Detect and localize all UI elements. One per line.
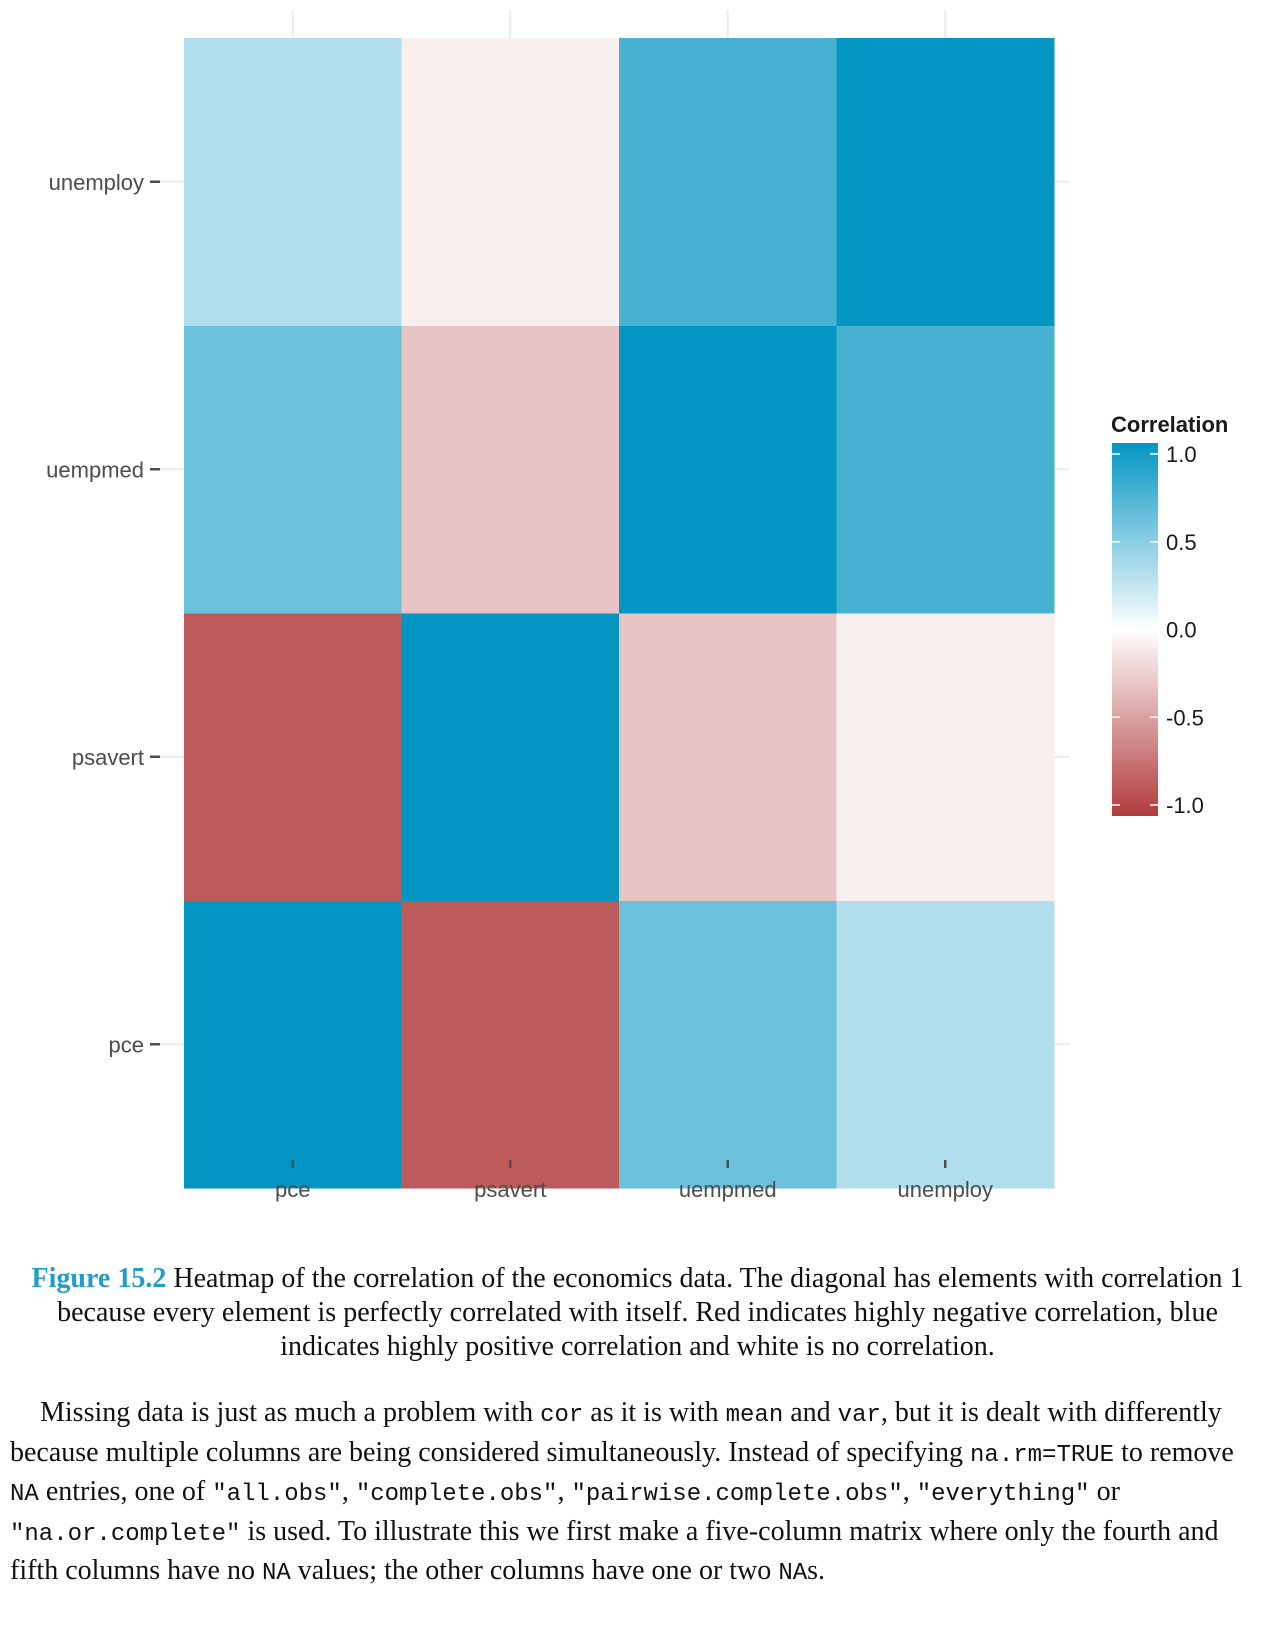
correlation-heatmap: pce psavert uempmed unemploy pce psavert uempm… bbox=[46, 10, 1228, 1202]
heatmap-cell-pce-psavert bbox=[184, 613, 402, 901]
heatmap-cell-pce-uempmed bbox=[184, 325, 402, 614]
y-tick-label-unemploy: unemploy bbox=[49, 170, 144, 195]
code-mean: mean bbox=[725, 1402, 784, 1429]
code-complete-obs: "complete.obs" bbox=[355, 1481, 558, 1508]
text-segment: is used. To illustrate this we first mak… bbox=[10, 1515, 1219, 1587]
code-var: var bbox=[837, 1402, 881, 1429]
heatmap-cell-unemploy-uempmed bbox=[836, 325, 1055, 614]
heatmap-cell-uempmed-unemploy bbox=[619, 38, 837, 326]
text-segment: values; the other columns have one or tw… bbox=[290, 1555, 779, 1586]
code-na: NA bbox=[261, 1560, 291, 1587]
text-segment: s. bbox=[807, 1555, 826, 1586]
figure-label: Figure 15.2 bbox=[31, 1263, 167, 1294]
code-everything: "everything" bbox=[916, 1481, 1090, 1508]
heatmap-cell-psavert-pce bbox=[401, 900, 620, 1189]
heatmap-cell-unemploy-unemploy bbox=[836, 38, 1055, 326]
text-segment: , but it is dealt with differently becau… bbox=[10, 1397, 1222, 1468]
code-na-or-complete: "na.or.complete" bbox=[10, 1520, 241, 1548]
heatmap-cell-psavert-psavert bbox=[401, 613, 620, 901]
heatmap-cell-psavert-unemploy bbox=[401, 38, 620, 326]
text-segment: , bbox=[902, 1476, 917, 1507]
code-na: NA bbox=[10, 1481, 39, 1508]
legend-tick-label: -1.0 bbox=[1166, 793, 1204, 818]
heatmap-cell-uempmed-uempmed bbox=[619, 325, 837, 614]
heatmap-cell-unemploy-psavert bbox=[836, 613, 1055, 901]
legend-tick-label: 1.0 bbox=[1166, 442, 1197, 467]
text-segment: to remove bbox=[1114, 1436, 1234, 1468]
x-tick-label-unemploy: unemploy bbox=[898, 1177, 993, 1202]
code-pairwise-complete-obs: "pairwise.complete.obs" bbox=[571, 1481, 903, 1508]
legend-tick-label: 0.0 bbox=[1166, 618, 1197, 643]
figure-caption-text: Heatmap of the correlation of the econom… bbox=[57, 1263, 1244, 1362]
figure-caption: Figure 15.2 Heatmap of the correlation o… bbox=[30, 1262, 1245, 1364]
code-na-rm: na.rm=TRUE bbox=[970, 1441, 1115, 1469]
body-paragraph: Missing data is just as much a problem w… bbox=[10, 1395, 1265, 1593]
text-segment: entries, one of bbox=[38, 1476, 213, 1507]
text-segment: , bbox=[341, 1476, 356, 1507]
heatmap-cell-psavert-uempmed bbox=[401, 325, 620, 614]
text-segment: or bbox=[1089, 1476, 1120, 1507]
legend-tick-label: 0.5 bbox=[1166, 530, 1197, 555]
x-tick-label-psavert: psavert bbox=[474, 1177, 546, 1202]
code-cor: cor bbox=[540, 1402, 584, 1429]
y-tick-label-pce: pce bbox=[109, 1032, 144, 1057]
y-tick-label-psavert: psavert bbox=[72, 745, 144, 770]
legend-tick-label: -0.5 bbox=[1166, 705, 1204, 730]
y-tick-label-uempmed: uempmed bbox=[46, 457, 144, 482]
text-segment: Missing data is just as much a problem w… bbox=[40, 1397, 541, 1428]
text-segment: , bbox=[557, 1476, 572, 1507]
heatmap-cell-uempmed-psavert bbox=[619, 613, 837, 901]
x-tick-label-uempmed: uempmed bbox=[679, 1177, 777, 1202]
code-all-obs: "all.obs" bbox=[212, 1481, 342, 1508]
text-segment: as it is with bbox=[583, 1397, 726, 1428]
heatmap-cell-unemploy-pce bbox=[836, 900, 1055, 1189]
legend-title: Correlation bbox=[1111, 412, 1228, 437]
heatmap-cell-pce-pce bbox=[184, 900, 402, 1189]
code-na: NA bbox=[778, 1560, 808, 1587]
heatmap-cell-uempmed-pce bbox=[619, 900, 837, 1189]
text-segment: and bbox=[783, 1397, 838, 1428]
x-tick-label-pce: pce bbox=[275, 1177, 310, 1202]
heatmap-cell-pce-unemploy bbox=[184, 38, 402, 326]
